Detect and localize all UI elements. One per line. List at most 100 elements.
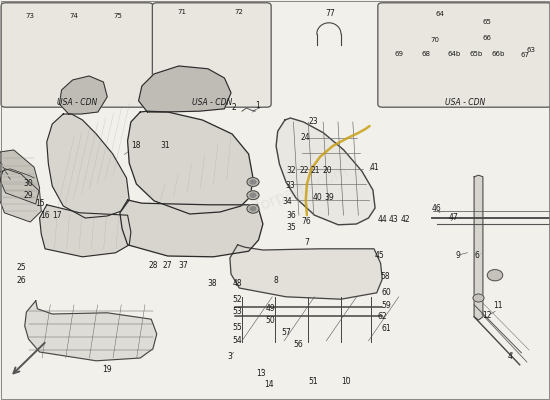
Text: 65: 65 — [482, 19, 491, 25]
Polygon shape — [230, 245, 382, 299]
Text: 16: 16 — [40, 211, 50, 220]
Text: 71: 71 — [177, 9, 186, 15]
Text: 10: 10 — [342, 378, 351, 386]
Text: 3: 3 — [228, 352, 232, 361]
Polygon shape — [128, 111, 253, 214]
Circle shape — [250, 193, 256, 197]
Text: 61: 61 — [382, 324, 392, 333]
Text: USA - CDN: USA - CDN — [444, 98, 485, 107]
Polygon shape — [40, 205, 131, 257]
Text: 33: 33 — [285, 181, 295, 190]
Text: 41: 41 — [369, 163, 379, 172]
Text: 22: 22 — [299, 166, 309, 175]
Text: 68: 68 — [422, 51, 431, 57]
Text: 14: 14 — [265, 380, 274, 389]
Text: 51: 51 — [309, 378, 318, 386]
Text: 34: 34 — [282, 197, 292, 206]
Polygon shape — [276, 118, 375, 225]
Text: 57: 57 — [281, 328, 291, 337]
Text: 55: 55 — [233, 323, 243, 332]
Text: USA - CDN: USA - CDN — [191, 98, 232, 107]
Circle shape — [247, 204, 259, 213]
Text: 32: 32 — [287, 166, 296, 175]
Text: 23: 23 — [309, 118, 318, 126]
Text: 47: 47 — [449, 214, 459, 222]
Text: 48: 48 — [233, 280, 243, 288]
Text: 45: 45 — [375, 251, 384, 260]
FancyBboxPatch shape — [1, 3, 153, 107]
Text: 74: 74 — [70, 13, 79, 19]
Text: 46: 46 — [431, 204, 441, 213]
Text: 39: 39 — [324, 194, 334, 202]
Text: 49: 49 — [266, 304, 276, 313]
Text: 20: 20 — [322, 166, 332, 175]
Circle shape — [250, 180, 256, 184]
Text: 17: 17 — [52, 211, 62, 220]
Text: 18: 18 — [131, 142, 141, 150]
Text: 19: 19 — [102, 366, 112, 374]
Polygon shape — [474, 175, 483, 320]
Polygon shape — [0, 169, 41, 222]
Text: 50: 50 — [266, 316, 276, 325]
Circle shape — [473, 294, 484, 302]
Text: 9: 9 — [455, 251, 460, 260]
Text: 24: 24 — [300, 133, 310, 142]
Text: 37: 37 — [179, 262, 189, 270]
Text: 60: 60 — [382, 288, 392, 297]
Text: 2: 2 — [232, 104, 236, 112]
Text: 13: 13 — [256, 370, 266, 378]
Text: 31: 31 — [160, 142, 170, 150]
FancyBboxPatch shape — [152, 3, 271, 107]
Polygon shape — [0, 150, 40, 204]
Text: 26: 26 — [16, 276, 26, 285]
Text: 11: 11 — [493, 301, 503, 310]
Text: 7: 7 — [305, 238, 309, 247]
Polygon shape — [47, 114, 129, 218]
Text: USA - CDN: USA - CDN — [57, 98, 97, 107]
Text: 58: 58 — [380, 272, 390, 281]
Text: 28: 28 — [148, 262, 158, 270]
Circle shape — [487, 270, 503, 281]
Text: 8: 8 — [274, 276, 278, 285]
FancyBboxPatch shape — [378, 3, 550, 107]
Text: 43: 43 — [389, 215, 399, 224]
Text: 66: 66 — [482, 35, 491, 41]
Text: 52: 52 — [233, 295, 243, 304]
Text: 15: 15 — [35, 199, 45, 208]
Text: 66b: 66b — [491, 51, 504, 57]
Text: 67: 67 — [521, 52, 530, 58]
Text: 63: 63 — [526, 47, 535, 53]
Text: 38: 38 — [207, 280, 217, 288]
Text: 73: 73 — [26, 13, 35, 19]
Circle shape — [247, 191, 259, 200]
Text: 1: 1 — [255, 101, 260, 110]
Polygon shape — [120, 200, 263, 257]
Polygon shape — [139, 66, 231, 112]
Text: 62: 62 — [377, 312, 387, 321]
Text: 70: 70 — [430, 37, 439, 43]
Circle shape — [250, 207, 256, 211]
Text: 75: 75 — [114, 13, 123, 19]
Text: 64b: 64b — [447, 51, 460, 57]
Polygon shape — [25, 301, 157, 361]
Text: 12: 12 — [482, 312, 492, 320]
Text: 76: 76 — [301, 218, 311, 226]
Text: 59: 59 — [382, 301, 392, 310]
Text: 6: 6 — [475, 251, 480, 260]
Text: passionforparts.com: passionforparts.com — [200, 164, 350, 236]
Text: 65b: 65b — [469, 51, 482, 57]
Polygon shape — [59, 76, 107, 114]
Text: 56: 56 — [293, 340, 303, 349]
Text: 69: 69 — [394, 51, 403, 57]
Text: 42: 42 — [400, 215, 410, 224]
Text: 27: 27 — [162, 262, 172, 270]
Text: 54: 54 — [233, 336, 243, 345]
Text: 44: 44 — [377, 215, 387, 224]
Text: 21: 21 — [311, 166, 321, 175]
Text: 53: 53 — [233, 307, 243, 316]
Text: 72: 72 — [235, 9, 244, 15]
Text: 25: 25 — [16, 263, 26, 272]
Text: 29: 29 — [24, 192, 34, 200]
Circle shape — [247, 178, 259, 186]
Text: 64: 64 — [436, 11, 444, 17]
